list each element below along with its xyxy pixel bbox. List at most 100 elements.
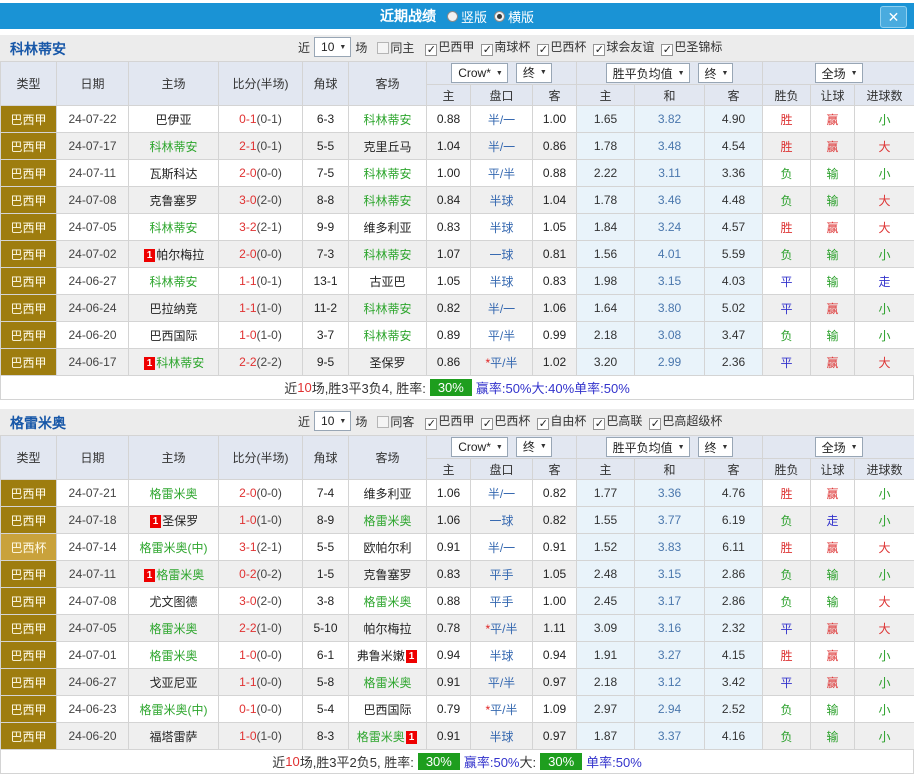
score-cell: 3-0(2-0)	[218, 186, 303, 214]
league-type-cell: 巴西甲	[0, 267, 57, 295]
handicap-cell: 平手	[470, 587, 533, 615]
league-label: 巴高联	[606, 414, 643, 428]
league-type-cell: 巴西甲	[0, 668, 57, 696]
avg-home-cell: 1.98	[576, 267, 636, 295]
match-row: 巴西甲 24-07-21 格雷米奥 2-0(0-0) 7-4 维多利亚 1.06 半/一 0.8…	[0, 479, 914, 507]
home-team-name: 格雷米奥(中)	[139, 702, 208, 717]
away-odds-cell: 0.83	[531, 267, 578, 295]
away-team-cell: 科林蒂安	[348, 321, 427, 349]
away-odds-cell: 1.04	[531, 186, 578, 214]
away-odds-cell: 0.91	[531, 533, 578, 561]
halftime-score: (1-0)	[256, 328, 282, 342]
avg-draw-cell: 3.08	[634, 321, 706, 349]
halftime-score: (0-0)	[256, 247, 282, 261]
league-type-cell: 巴西甲	[0, 186, 57, 214]
handicap-result-cell: 输	[810, 240, 856, 268]
away-team-cell: 科林蒂安	[348, 105, 427, 133]
league-checkbox[interactable]: ✓	[661, 44, 674, 56]
home-team-cell: 格雷米奥(中)	[128, 533, 219, 561]
sections-container: 科林蒂安近 10 ▼ 场同主 ✓ 巴西甲 ✓ 南球杯 ✓ 巴西杯 ✓ 球会友谊 ✓ 巴圣锦标 类型 日期 主场比…	[0, 35, 914, 774]
select-value: 终	[522, 66, 535, 81]
same-side-checkbox[interactable]	[377, 41, 390, 54]
home-team-cell: 克鲁塞罗	[128, 186, 219, 214]
same-side-checkbox[interactable]	[377, 415, 390, 428]
home-odds-cell: 1.07	[426, 240, 471, 268]
date-cell: 24-07-11	[56, 159, 129, 187]
chevron-down-icon: ▼	[495, 443, 503, 451]
league-checkbox[interactable]: ✓	[425, 44, 438, 56]
layout-radio-group: 竖版 横版	[440, 7, 534, 26]
avg-draw-cell: 3.80	[634, 294, 706, 322]
bookmaker-select[interactable]: Crow* ▼	[451, 437, 508, 458]
avg-stage-select[interactable]: 终 ▼	[697, 63, 734, 83]
avg-draw-cell: 3.16	[634, 614, 706, 642]
handicap-cell: *平/半	[470, 695, 533, 723]
league-checkbox[interactable]: ✓	[481, 418, 494, 430]
score-cell: 3-2(2-1)	[218, 213, 303, 241]
same-side-filter: 同客	[377, 413, 415, 430]
avg-type-select[interactable]: 胜平负均值 ▼	[605, 437, 690, 457]
odds-stage-select[interactable]: 终 ▼	[515, 436, 552, 457]
date-cell: 24-07-18	[56, 506, 129, 534]
avg-home-cell: 2.18	[576, 668, 636, 696]
home-team-cell: 格雷米奥	[128, 479, 219, 507]
halftime-score: (1-0)	[256, 513, 282, 527]
away-odds-cell: 1.09	[531, 695, 578, 723]
away-team-name: 科林蒂安	[363, 247, 412, 262]
matches-label: 场	[355, 414, 368, 429]
win-draw-loss-cell: 负	[762, 695, 812, 723]
avg-draw-cell: 3.36	[634, 479, 706, 507]
league-checkbox[interactable]: ✓	[537, 44, 550, 56]
away-odds-cell: 0.86	[531, 132, 578, 160]
away-odds-cell: 1.00	[531, 105, 578, 133]
chevron-down-icon: ▼	[677, 69, 685, 77]
results-table: 类型 日期 主场 比分(半场) 角球 客场 Crow* ▼ 终 ▼ 胜平负均值 ▼ 终 ▼ 全场 ▼ 主盘口客主…	[0, 435, 914, 750]
league-checkbox[interactable]: ✓	[593, 418, 606, 430]
league-checkbox[interactable]: ✓	[593, 44, 606, 56]
score-cell: 1-1(1-0)	[218, 294, 303, 322]
away-team-cell: 科林蒂安	[348, 294, 427, 322]
league-checkbox[interactable]: ✓	[481, 44, 494, 56]
sub-column-header: 盘口	[470, 458, 533, 480]
league-checkbox[interactable]: ✓	[537, 418, 550, 430]
avg-type-select[interactable]: 胜平负均值 ▼	[605, 63, 690, 83]
close-icon: ✕	[887, 9, 900, 25]
recent-count-select[interactable]: 10 ▼	[314, 411, 352, 431]
league-label: 球会友谊	[606, 40, 655, 54]
goals-over-under-cell: 小	[854, 159, 914, 187]
league-type-cell: 巴西杯	[0, 533, 57, 561]
bookmaker-select[interactable]: Crow* ▼	[451, 63, 508, 84]
score-cell: 2-2(1-0)	[218, 614, 303, 642]
away-team-name: 克里丘马	[363, 139, 412, 154]
away-team-name: 科林蒂安	[363, 193, 412, 208]
scope-select[interactable]: 全场 ▼	[814, 63, 863, 83]
away-team-name: 克鲁塞罗	[363, 567, 412, 582]
avg-home-cell: 1.77	[576, 479, 636, 507]
handicap-result-cell: 输	[810, 695, 856, 723]
away-team-name: 格雷米奥	[363, 513, 412, 528]
handicap-result-cell: 输	[810, 159, 856, 187]
header-selects-row: 类型 日期 主场 比分(半场) 角球 客场 Crow* ▼ 终 ▼ 胜平负均值 ▼ 终 ▼ 全场 ▼	[0, 435, 914, 480]
same-side-label: 同客	[390, 414, 415, 429]
league-checkbox[interactable]: ✓	[649, 418, 662, 430]
select-value: 10	[321, 414, 335, 428]
avg-away-cell: 2.86	[704, 560, 764, 588]
avg-away-cell: 4.48	[704, 186, 764, 214]
date-cell: 24-06-20	[56, 722, 129, 750]
close-button[interactable]: ✕	[880, 6, 907, 28]
score-cell: 0-1(0-1)	[218, 105, 303, 133]
halftime-score: (2-1)	[256, 220, 282, 234]
score-cell: 1-0(0-0)	[218, 641, 303, 669]
league-checkbox[interactable]: ✓	[425, 418, 438, 430]
scope-select[interactable]: 全场 ▼	[814, 437, 863, 457]
league-label: 自由杯	[550, 414, 587, 428]
avg-draw-cell: 4.01	[634, 240, 706, 268]
odds-stage-select[interactable]: 终 ▼	[515, 62, 552, 83]
recent-count-select[interactable]: 10 ▼	[314, 37, 352, 57]
section-header: 格雷米奥近 10 ▼ 场同客 ✓ 巴西甲 ✓ 巴西杯 ✓ 自由杯 ✓ 巴高联 ✓ 巴高超级杯	[0, 409, 914, 435]
select-value: 全场	[821, 66, 846, 81]
avg-stage-select[interactable]: 终 ▼	[697, 437, 734, 457]
match-row: 巴西甲 24-07-05 格雷米奥 2-2(1-0) 5-10 帕尔梅拉 0.78 *平/半 1…	[0, 614, 914, 642]
radio-vertical-layout[interactable]: 竖版	[446, 7, 487, 26]
radio-horizontal-layout[interactable]: 横版	[494, 7, 534, 26]
